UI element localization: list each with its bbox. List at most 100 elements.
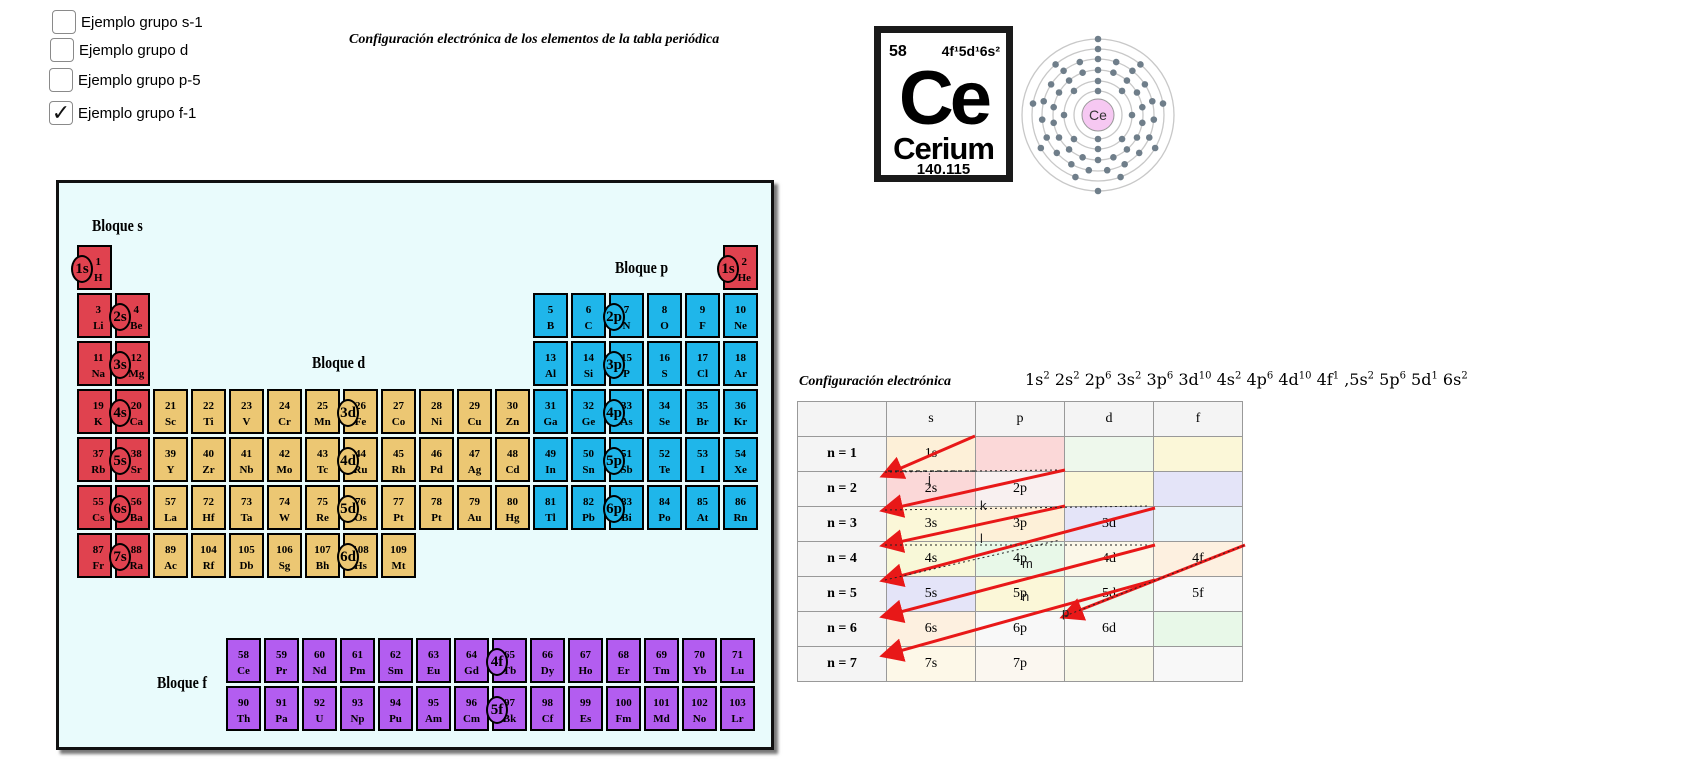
orbital-cell (975, 436, 1065, 472)
element-Cd: 48 Cd (495, 437, 530, 482)
electron-dot (1052, 61, 1059, 68)
element-symbol: In (545, 464, 556, 476)
row-header: n = 6 (797, 611, 887, 647)
element-number: 90 (238, 697, 249, 709)
element-Np: 93 Np (340, 686, 375, 731)
orbital-marker-5d: 5d (337, 495, 359, 523)
electron-count: 2 (1073, 370, 1080, 382)
orbital-cell: 4p (975, 541, 1065, 577)
orbital-name: 4s (1216, 370, 1235, 389)
element-Li: 3 Li (77, 293, 112, 338)
element-Ne: 10 Ne (723, 293, 758, 338)
electron-dot (1070, 135, 1078, 143)
checkbox-row-4[interactable]: ✓ Ejemplo grupo f-1 (49, 101, 196, 125)
checkbox[interactable]: ✓ (49, 101, 73, 125)
element-Se: 34 Se (647, 389, 682, 434)
checkbox-row-3[interactable]: Ejemplo grupo p-5 (49, 68, 201, 92)
element-Pt: 77 Pt (381, 485, 416, 530)
electron-dot (1094, 145, 1102, 153)
orbital-name: ,5s (1344, 370, 1368, 389)
orbital-marker-6p: 6p (603, 495, 625, 523)
orbital-term: 5p6 (1379, 370, 1411, 389)
checkbox[interactable] (49, 68, 73, 92)
element-number: 47 (469, 448, 480, 460)
element-Ar: 18 Ar (723, 341, 758, 386)
checkbox[interactable] (52, 10, 76, 34)
electron-dot (1151, 144, 1159, 152)
element-symbol: Kr (733, 416, 748, 428)
electron-dot (1123, 77, 1131, 84)
electron-count: 2 (1461, 370, 1468, 382)
element-number: 104 (200, 544, 217, 556)
element-symbol: Lu (730, 665, 745, 677)
element-symbol: Dy (540, 665, 555, 677)
checkbox-row-2[interactable]: Ejemplo grupo d (50, 38, 188, 62)
checkbox-row-1[interactable]: Ejemplo grupo s-1 (52, 10, 203, 34)
element-Cl: 17 Cl (685, 341, 720, 386)
element-Cf: 98 Cf (530, 686, 565, 731)
element-symbol: Se (659, 416, 670, 428)
electron-dot (1112, 58, 1120, 66)
electron-dot (1055, 134, 1063, 141)
element-symbol: F (699, 320, 706, 332)
element-symbol: Cl (697, 368, 708, 380)
element-number: 11 (93, 352, 104, 364)
element-number: 57 (165, 496, 176, 508)
element-number: 10 (735, 304, 746, 316)
element-I: 53 I (685, 437, 720, 482)
electron-dot (1060, 111, 1068, 119)
element-symbol: Ge (581, 416, 596, 428)
electron-count: 2 (1135, 370, 1142, 382)
orbital-marker-4p: 4p (603, 399, 625, 427)
element-Cu: 29 Cu (457, 389, 492, 434)
orbital-term: 4d10 (1278, 370, 1316, 389)
checkbox-label: Ejemplo grupo s-1 (81, 13, 203, 31)
element-Ga: 31 Ga (533, 389, 568, 434)
element-Am: 95 Am (416, 686, 451, 731)
electron-dot (1038, 116, 1046, 123)
orbital-marker-5p: 5p (603, 447, 625, 475)
element-number: 35 (697, 400, 708, 412)
electron-dot (1037, 144, 1045, 152)
checkbox-label: Ejemplo grupo f-1 (78, 104, 197, 122)
electron-dot (1079, 153, 1086, 161)
page-title: Configuración electrónica de los element… (349, 32, 720, 47)
element-symbol: Sc (165, 416, 176, 428)
electron-dot (1055, 89, 1063, 96)
element-Ge: 32 Ge (571, 389, 606, 434)
element-symbol: Te (658, 464, 671, 476)
config-value: 1s2 2s2 2p6 3s2 3p6 3d10 4s2 4p6 4d10 4f… (1025, 370, 1468, 389)
element-Md: 101 Md (644, 686, 679, 731)
electron-count: 2 (1043, 370, 1050, 382)
orbital-cell: 4d (1064, 541, 1154, 577)
element-number: 73 (241, 496, 252, 508)
electron-dot (1129, 67, 1136, 75)
element-number: 95 (428, 697, 439, 709)
valence-config: 4f¹5d¹6s² (941, 43, 1000, 59)
electron-count: 6 (1266, 370, 1274, 382)
element-number: 22 (203, 400, 214, 412)
electron-dot (1085, 166, 1093, 174)
element-number: 1 (95, 256, 102, 268)
orbital-name: 6s (1442, 370, 1462, 389)
checkbox[interactable] (50, 38, 74, 62)
orbital-table-row: n = 7 7s 7p (797, 646, 1243, 682)
row-header: n = 3 (797, 506, 887, 542)
orbital-table-row: n = 6 6s 6p 6d (797, 611, 1243, 647)
element-symbol: Hf (202, 512, 215, 524)
orbital-name: 3d (1178, 370, 1199, 389)
element-Mn: 25 Mn (305, 389, 340, 434)
element-symbol: Pt (393, 512, 404, 524)
orbital-term: 3d10 (1178, 370, 1216, 389)
element-Pt: 78 Pt (419, 485, 454, 530)
element-number: 76 (355, 496, 366, 508)
orbital-marker-3d: 3d (337, 399, 359, 427)
element-number: 56 (130, 496, 142, 508)
element-Ni: 28 Ni (419, 389, 454, 434)
orbital-term: 5d1 (1411, 370, 1443, 389)
element-symbol: Ba (129, 512, 143, 524)
element-number: 37 (92, 448, 104, 460)
element-number: 34 (659, 400, 670, 412)
checkmark-icon: ✓ (51, 100, 71, 125)
element-symbol: Ti (203, 416, 214, 428)
